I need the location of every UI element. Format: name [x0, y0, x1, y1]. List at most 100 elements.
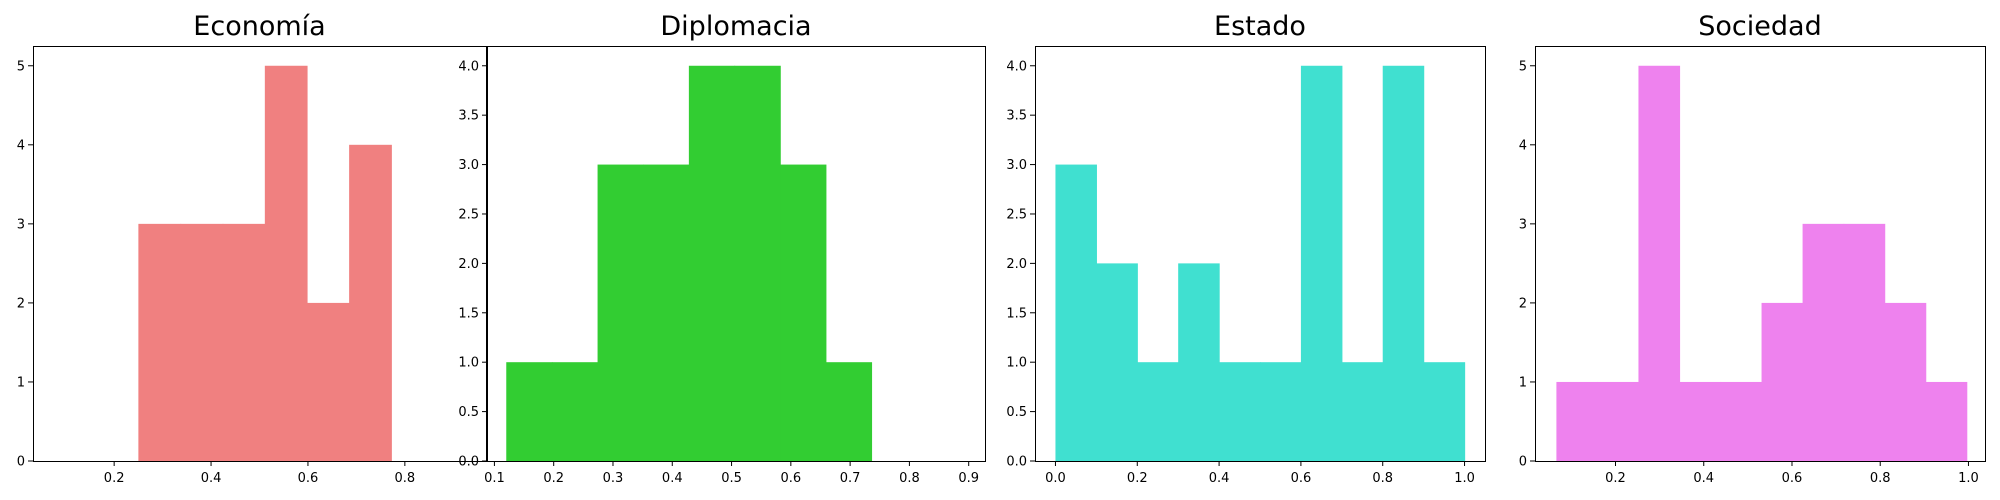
- x-tick-label: 0.4: [662, 471, 683, 486]
- y-tick-label: 3.0: [1006, 158, 1027, 173]
- histogram-bar: [1219, 362, 1261, 461]
- y-tick-label: 1: [17, 375, 25, 390]
- x-tick-label: 1.0: [1958, 471, 1979, 486]
- bars-group: [138, 65, 392, 462]
- axes-frame: [1535, 46, 1986, 462]
- subplot-economia: Economía 0.2 0.4 0.6 0.8 0 1 2 3 4 5: [17, 11, 487, 486]
- x-tick-label: 0.0: [1045, 471, 1066, 486]
- histogram-bar: [1341, 362, 1384, 461]
- subplot-title: Diplomacia: [660, 11, 811, 42]
- y-tick-label: 0.0: [1006, 455, 1027, 470]
- y-tick-label: 3: [17, 217, 25, 232]
- y-tick-label: 5: [17, 59, 25, 74]
- histogram-bar: [1597, 381, 1640, 461]
- histogram-bar: [138, 223, 182, 461]
- x-tick-label: 0.1: [484, 471, 505, 486]
- histogram-bar: [1925, 381, 1968, 461]
- x-tick-label: 0.6: [1782, 471, 1803, 486]
- subplot-title: Estado: [1214, 11, 1306, 42]
- subplot-diplomacia: Diplomacia 0.1 0.2 0.3 0.4 0.5 0.6 0.7 0.8 0.9 0.…: [458, 11, 986, 486]
- histogram-bar: [597, 164, 644, 462]
- y-tick-label: 2.5: [458, 207, 479, 222]
- histogram-bar: [780, 164, 827, 462]
- x-tick-label: 0.7: [840, 471, 861, 486]
- histogram-bar: [825, 362, 873, 461]
- histogram-bar: [1679, 381, 1722, 461]
- x-tick-label: 0.6: [298, 471, 319, 486]
- y-tick-label: 3: [1519, 217, 1527, 232]
- x-tick-label: 0.2: [1605, 471, 1626, 486]
- y-tick-label: 3.0: [458, 158, 479, 173]
- y-tick-label: 2.5: [1006, 207, 1027, 222]
- y-tick-label: 0.5: [1006, 405, 1027, 420]
- y-tick-label: 2: [1519, 296, 1527, 311]
- y-tick-label: 4.0: [1006, 59, 1027, 74]
- y-tick-label: 1: [1519, 375, 1527, 390]
- axes-frame: [487, 46, 986, 462]
- y-tick-label: 1.5: [1006, 306, 1027, 321]
- y-tick-label: 0.0: [458, 455, 479, 470]
- y-tick-label: 2.0: [1006, 257, 1027, 272]
- x-tick-label: 0.8: [1870, 471, 1891, 486]
- y-tick-label: 1.5: [458, 306, 479, 321]
- bars-group: [1055, 65, 1466, 462]
- x-tick-label: 0.9: [958, 471, 979, 486]
- histogram-bar: [1638, 65, 1681, 461]
- y-tick-label: 5: [1519, 59, 1527, 74]
- y-tick-label: 3.5: [458, 109, 479, 124]
- y-tick-label: 2: [17, 296, 25, 311]
- histogram-bar: [1843, 223, 1886, 461]
- histogram-bar: [1260, 362, 1302, 461]
- x-tick-label: 0.2: [1127, 471, 1148, 486]
- y-tick-label: 4: [1519, 138, 1527, 153]
- x-tick-label: 0.2: [104, 471, 125, 486]
- y-tick-label: 0: [1519, 455, 1527, 470]
- histogram-bar: [506, 362, 553, 461]
- histogram-bar: [688, 65, 736, 461]
- y-tick-label: 2.0: [458, 257, 479, 272]
- bars-group: [506, 65, 873, 462]
- x-tick-label: 0.2: [543, 471, 564, 486]
- x-tick-label: 0.4: [1209, 471, 1230, 486]
- axes-frame: [33, 46, 487, 462]
- subplot-sociedad: Sociedad 0.2 0.4 0.6 0.8 1.0 0 1 2 3 4 5: [1519, 11, 1986, 486]
- histogram-bar: [1720, 381, 1763, 461]
- subplot-estado: Estado 0.0 0.2 0.4 0.6 0.8 1.0 0.0 0.5 1.0 1.5 2.0…: [1006, 11, 1486, 486]
- histogram-bar: [349, 144, 392, 462]
- histogram-bar: [1300, 65, 1343, 461]
- y-tick-label: 0.5: [458, 405, 479, 420]
- y-tick-label: 1.0: [458, 356, 479, 371]
- x-tick-label: 0.6: [1291, 471, 1312, 486]
- axes-frame: [1035, 46, 1486, 462]
- x-tick-label: 1.0: [1454, 471, 1475, 486]
- x-tick-label: 0.4: [1693, 471, 1714, 486]
- subplot-title: Sociedad: [1698, 11, 1821, 42]
- y-tick-label: 4.0: [458, 59, 479, 74]
- histogram-bar: [1137, 362, 1179, 461]
- histogram-bar: [1802, 223, 1845, 461]
- y-tick-label: 0: [17, 455, 25, 470]
- x-tick-label: 0.4: [201, 471, 222, 486]
- x-tick-label: 0.6: [780, 471, 801, 486]
- x-tick-label: 0.8: [899, 471, 920, 486]
- histogram-bar: [551, 362, 599, 461]
- bars-group: [1556, 65, 1968, 461]
- histogram-bar: [264, 65, 308, 461]
- x-tick-label: 0.8: [395, 471, 416, 486]
- histogram-bar: [1556, 381, 1599, 461]
- y-tick-label: 4: [17, 138, 25, 153]
- histogram-bar: [643, 164, 690, 462]
- histogram-bar: [1761, 302, 1804, 461]
- histogram-bar: [1096, 263, 1138, 461]
- histogram-bar: [1055, 164, 1097, 462]
- histogram-bar: [180, 223, 224, 461]
- histogram-bar: [1178, 263, 1220, 461]
- histogram-bar: [1423, 362, 1466, 461]
- y-tick-label: 1.0: [1006, 356, 1027, 371]
- x-tick-label: 0.8: [1372, 471, 1393, 486]
- histogram-bar: [222, 223, 266, 461]
- histogram-bar: [306, 302, 350, 461]
- x-tick-label: 0.5: [721, 471, 742, 486]
- x-tick-label: 0.3: [603, 471, 624, 486]
